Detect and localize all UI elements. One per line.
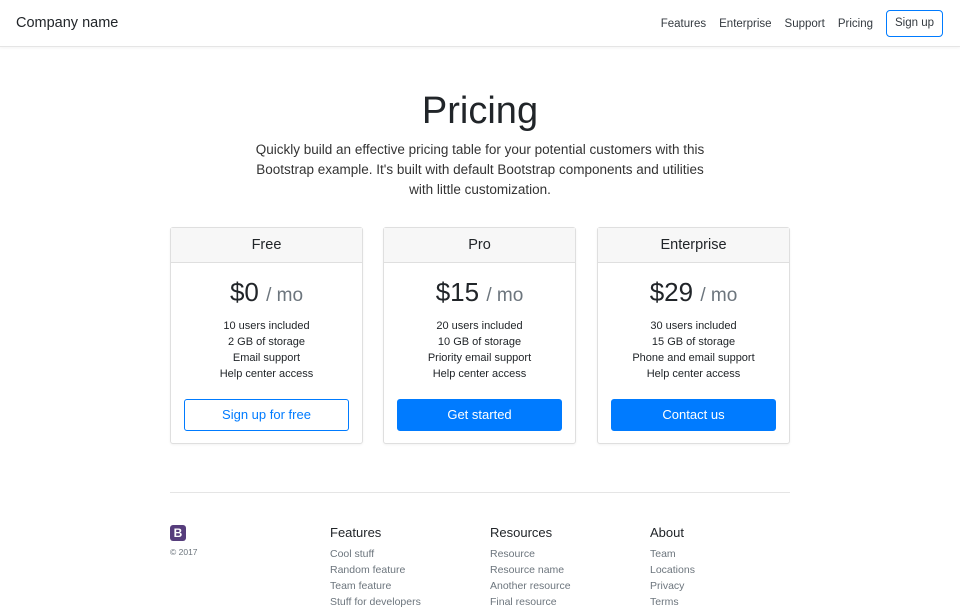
footer-link[interactable]: Privacy: [650, 580, 685, 592]
feature-item: Email support: [232, 352, 301, 364]
footer-link[interactable]: Cool stuff: [330, 548, 375, 560]
contact-us-button[interactable]: Contact us: [611, 399, 776, 431]
price-amount: $29: [649, 277, 694, 307]
footer-col-resources: Resources Resource Resource name Another…: [490, 525, 571, 610]
nav-features[interactable]: Features: [660, 17, 707, 30]
feature-item: 2 GB of storage: [227, 336, 306, 348]
footer-link[interactable]: Stuff for developers: [330, 596, 421, 608]
lead-text: Quickly build an effective pricing table…: [255, 142, 705, 197]
price-amount: $0: [229, 277, 259, 307]
price-period: / mo: [486, 285, 524, 306]
feature-list: 10 users included 2 GB of storage Email …: [171, 318, 362, 382]
feature-item: Priority email support: [427, 352, 532, 364]
footer-link[interactable]: Team: [650, 548, 676, 560]
nav-support[interactable]: Support: [784, 17, 825, 30]
feature-list: 30 users included 15 GB of storage Phone…: [598, 318, 789, 382]
page-title: Pricing: [421, 90, 539, 132]
plan-price: $29 / mo: [598, 277, 789, 308]
plan-card-free: Free $0 / mo 10 users included 2 GB of s…: [170, 227, 363, 444]
signup-free-button[interactable]: Sign up for free: [184, 399, 349, 431]
footer-link[interactable]: Random feature: [330, 564, 406, 576]
footer-heading: Features: [330, 525, 382, 540]
price-amount: $15: [435, 277, 480, 307]
plan-name: Enterprise: [598, 228, 789, 263]
feature-item: Help center access: [432, 368, 527, 380]
signup-button[interactable]: Sign up: [885, 10, 943, 37]
brand[interactable]: Company name: [16, 15, 119, 31]
plan-card-pro: Pro $15 / mo 20 users included 10 GB of …: [383, 227, 576, 444]
footer-col-features: Features Cool stuff Random feature Team …: [330, 525, 421, 610]
footer-link[interactable]: Locations: [650, 564, 695, 576]
price-period: / mo: [700, 285, 738, 306]
feature-item: Help center access: [646, 368, 741, 380]
feature-item: 30 users included: [650, 320, 737, 332]
feature-item: 15 GB of storage: [651, 336, 736, 348]
footer-col-about: About Team Locations Privacy Terms: [650, 525, 695, 610]
plan-card-enterprise: Enterprise $29 / mo 30 users included 15…: [597, 227, 790, 444]
feature-item: 20 users included: [436, 320, 523, 332]
feature-list: 20 users included 10 GB of storage Prior…: [384, 318, 575, 382]
copyright: © 2017: [170, 547, 198, 557]
footer-divider: [170, 492, 790, 493]
nav-enterprise[interactable]: Enterprise: [719, 17, 772, 30]
plan-price: $15 / mo: [384, 277, 575, 308]
footer-link[interactable]: Team feature: [330, 580, 392, 592]
footer-heading: Resources: [490, 525, 553, 540]
footer-link[interactable]: Final resource: [490, 596, 557, 608]
nav-pricing[interactable]: Pricing: [837, 17, 873, 30]
feature-item: Help center access: [219, 368, 314, 380]
plan-price: $0 / mo: [171, 277, 362, 308]
nav-links: Features Enterprise Support Pricing Sign…: [661, 10, 943, 37]
plan-name: Free: [171, 228, 362, 263]
feature-item: 10 users included: [223, 320, 310, 332]
get-started-button[interactable]: Get started: [397, 399, 562, 431]
footer-link[interactable]: Resource: [490, 548, 535, 560]
navbar: Company name Features Enterprise Support…: [0, 0, 960, 47]
bootstrap-logo-icon: B: [170, 525, 186, 541]
price-period: / mo: [266, 285, 304, 306]
plan-name: Pro: [384, 228, 575, 263]
footer-link[interactable]: Terms: [650, 596, 679, 608]
footer-link[interactable]: Resource name: [490, 564, 565, 576]
footer-link[interactable]: Another resource: [490, 580, 571, 592]
footer-heading: About: [650, 525, 684, 540]
feature-item: Phone and email support: [632, 352, 755, 364]
feature-item: 10 GB of storage: [437, 336, 522, 348]
